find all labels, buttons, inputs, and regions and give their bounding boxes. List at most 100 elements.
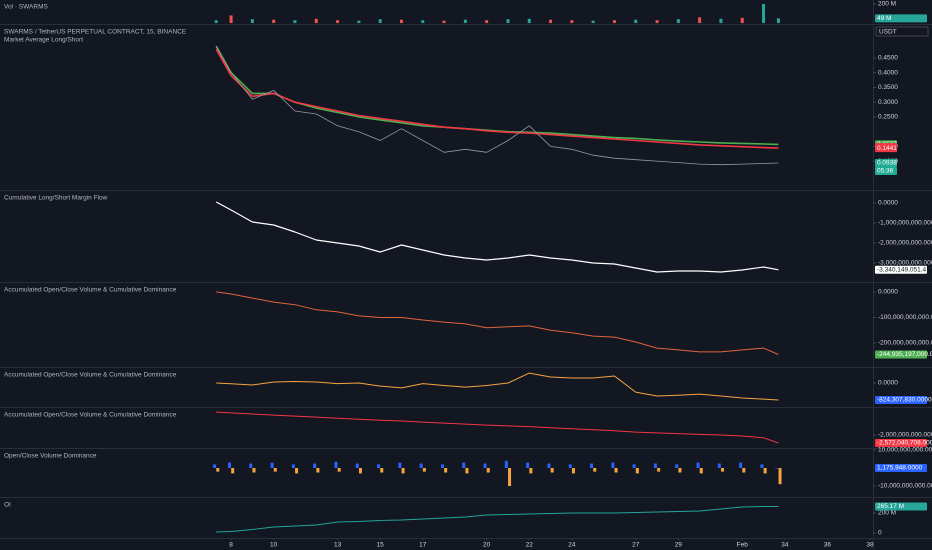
bar bbox=[699, 468, 703, 474]
pane-title: Cumulative Long/Short Margin Flow bbox=[4, 195, 108, 202]
bar bbox=[216, 468, 220, 472]
y-tick-label: -10,000,000,000.0000 bbox=[878, 483, 932, 490]
bar bbox=[653, 463, 657, 469]
y-tick-label: 0.4500 bbox=[878, 55, 898, 62]
y-tick-label: 0.4000 bbox=[878, 69, 898, 76]
price-label: 49 M bbox=[877, 15, 891, 22]
bar bbox=[760, 464, 764, 469]
bar bbox=[465, 468, 469, 474]
bar bbox=[529, 468, 533, 474]
x-tick-label: Feb bbox=[737, 542, 749, 549]
bar bbox=[698, 17, 702, 24]
bar bbox=[778, 468, 782, 485]
pane-title: Accumulated Open/Close Volume & Cumulati… bbox=[4, 287, 177, 294]
bar bbox=[612, 20, 616, 24]
pane-title: SWARMS / TetherUS PERPETUAL CONTRACT, 15… bbox=[4, 29, 187, 36]
bar bbox=[678, 468, 682, 473]
bar bbox=[421, 20, 425, 24]
y-tick-label: -100,000,000,000.0000 bbox=[878, 314, 932, 321]
bar bbox=[634, 19, 638, 24]
series-line bbox=[215, 201, 779, 273]
bar bbox=[739, 462, 743, 469]
unit-box bbox=[875, 26, 929, 37]
bar bbox=[314, 18, 318, 24]
x-tick-label: 22 bbox=[526, 542, 534, 549]
price-label-box bbox=[875, 438, 927, 447]
bar bbox=[422, 468, 426, 472]
y-tick-label: 0 bbox=[878, 530, 882, 537]
bar bbox=[775, 468, 779, 469]
bar bbox=[444, 468, 448, 473]
bar bbox=[291, 464, 295, 469]
x-tick-label: 13 bbox=[334, 542, 342, 549]
bar bbox=[591, 20, 595, 24]
bar bbox=[549, 19, 553, 24]
bar bbox=[213, 464, 217, 469]
price-label: 0.0938 bbox=[877, 160, 897, 167]
bar bbox=[504, 460, 508, 469]
countdown: 05:36 bbox=[877, 168, 894, 175]
series-line bbox=[216, 411, 779, 444]
price-label-box bbox=[875, 144, 897, 153]
y-tick-label: -1,000,000,000.0000 bbox=[878, 220, 932, 227]
x-tick-label: 38 bbox=[866, 542, 874, 549]
price-label: -3,340,149,051.4 bbox=[877, 267, 927, 274]
bar bbox=[763, 468, 767, 474]
bar bbox=[358, 468, 362, 474]
y-tick-label: 0.3000 bbox=[878, 99, 898, 106]
price-label: 0.1441 bbox=[877, 145, 897, 152]
price-label-box bbox=[875, 14, 927, 23]
pane-subtitle: Market Average Long/Short bbox=[4, 37, 83, 44]
series-line bbox=[215, 46, 779, 166]
pane-title: Accumulated Open/Close Volume & Cumulati… bbox=[4, 412, 177, 419]
bar bbox=[506, 19, 510, 24]
bar bbox=[214, 20, 218, 24]
x-tick-label: 10 bbox=[270, 542, 278, 549]
y-tick-label: 0.0000 bbox=[878, 289, 898, 296]
bar bbox=[632, 464, 636, 469]
bar bbox=[526, 462, 530, 469]
bar bbox=[717, 463, 721, 469]
y-tick-label: 10,000,000,000.0000 bbox=[878, 447, 932, 454]
series-line bbox=[215, 48, 779, 149]
bar bbox=[273, 468, 277, 472]
bar bbox=[334, 461, 338, 469]
bar bbox=[547, 463, 551, 469]
bar bbox=[378, 19, 382, 24]
bar bbox=[462, 462, 466, 469]
bar bbox=[227, 462, 231, 469]
bar bbox=[295, 468, 299, 474]
bar bbox=[570, 20, 574, 24]
bar bbox=[762, 4, 766, 24]
price-label-box bbox=[875, 350, 927, 359]
unit-label: USDT bbox=[879, 29, 897, 36]
bar bbox=[696, 462, 700, 469]
bar bbox=[676, 19, 680, 24]
price-label: 1,175,948.0000 bbox=[877, 465, 923, 472]
pane-title: Vol · SWARMS bbox=[4, 4, 48, 11]
bar bbox=[719, 18, 723, 24]
bar bbox=[252, 468, 256, 473]
bar bbox=[485, 20, 489, 24]
x-tick-label: 20 bbox=[483, 542, 491, 549]
bar bbox=[675, 464, 679, 469]
bar bbox=[740, 17, 744, 24]
pane-title: Open/Close Volume Dominance bbox=[4, 453, 97, 460]
y-tick-label: -2,000,000,000.0000 bbox=[878, 240, 932, 247]
x-tick-label: 24 bbox=[568, 542, 576, 549]
y-tick-label: 0.0000 bbox=[878, 200, 898, 207]
bar bbox=[401, 468, 405, 474]
bar bbox=[229, 15, 233, 24]
y-tick-label: -2,000,000,000.0000 bbox=[878, 432, 932, 439]
bar bbox=[742, 468, 746, 473]
bar bbox=[614, 468, 618, 473]
bar bbox=[377, 464, 381, 469]
y-tick-label: 0.2500 bbox=[878, 114, 898, 121]
y-tick-label: 200 M bbox=[878, 510, 896, 517]
bar bbox=[635, 468, 639, 474]
price-label-box bbox=[875, 464, 927, 473]
x-tick-label: 8 bbox=[229, 542, 233, 549]
bar bbox=[655, 20, 659, 24]
x-tick-label: 27 bbox=[632, 542, 640, 549]
